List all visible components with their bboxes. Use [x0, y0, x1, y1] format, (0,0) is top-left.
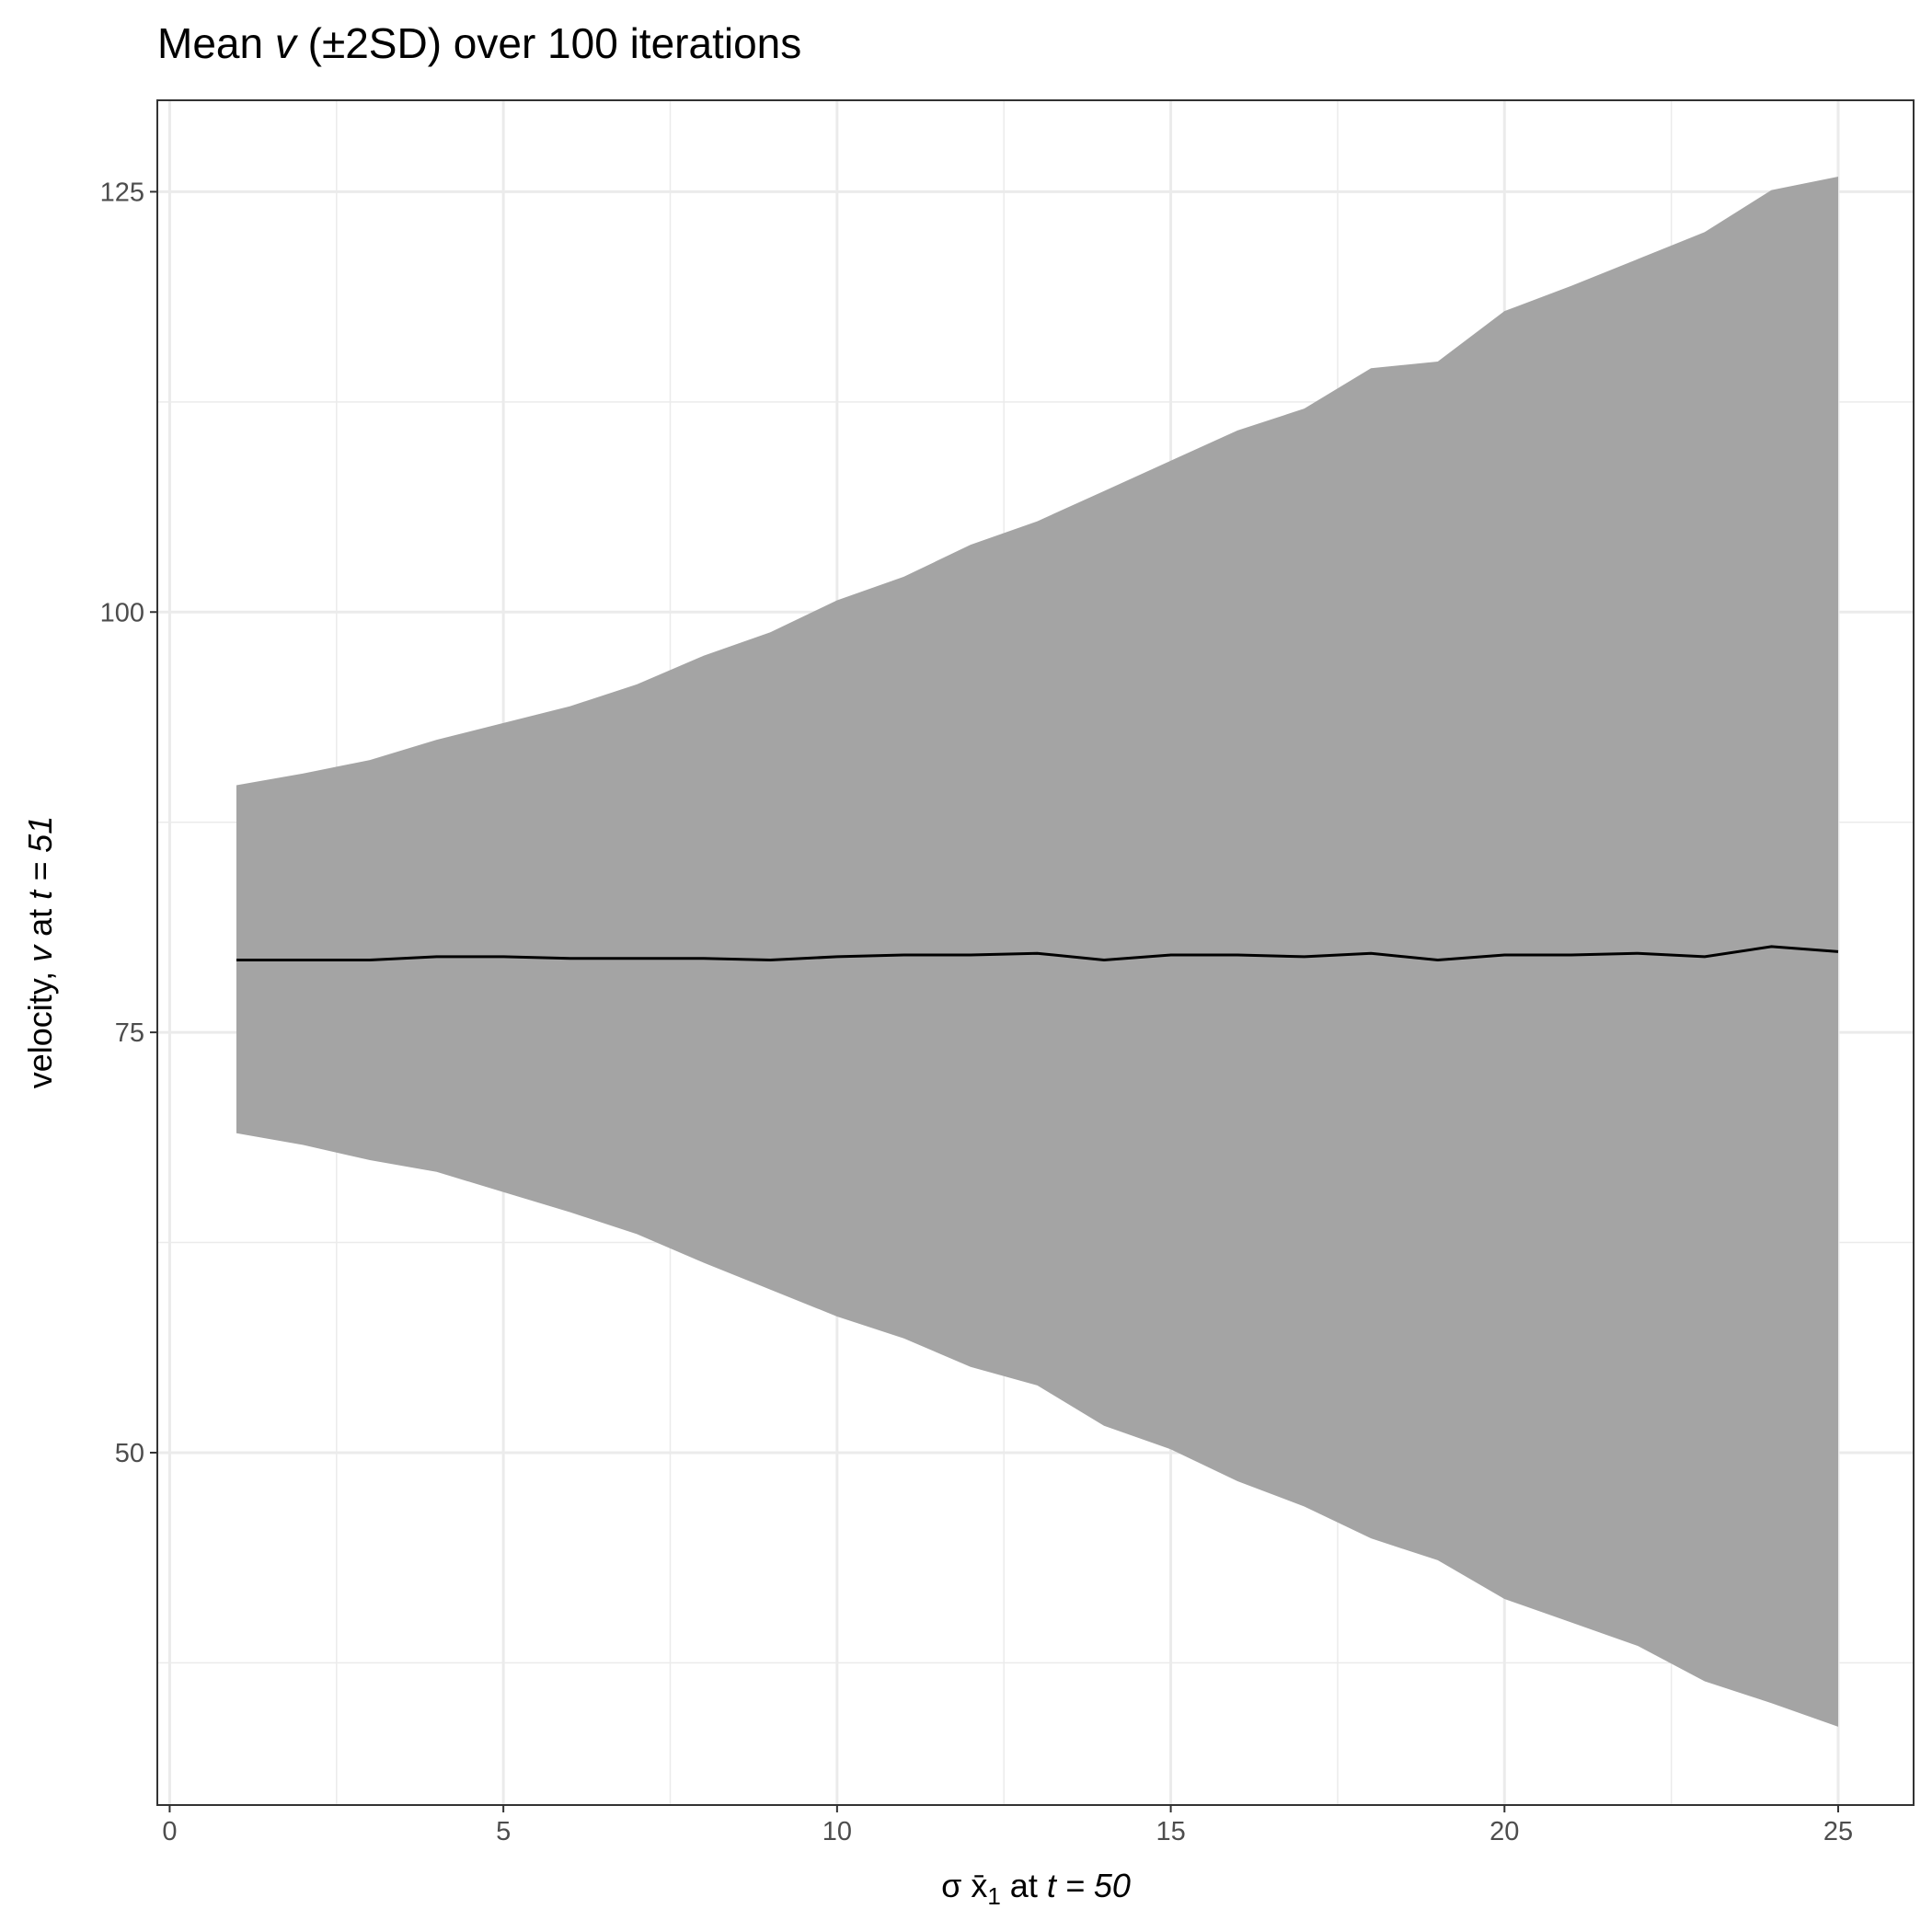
y-tick-label: 125 [100, 178, 144, 207]
y-label-part: at [21, 900, 59, 946]
x-label-part: x̄ [971, 1867, 987, 1904]
x-tick-label: 5 [496, 1817, 511, 1846]
y-tick-label: 50 [115, 1439, 144, 1468]
chart-title: Mean v (±2SD) over 100 iterations [157, 19, 801, 67]
x-axis-title: σ x̄1 at t = 50 [941, 1867, 1131, 1910]
y-label-part: t = 51 [21, 816, 59, 900]
x-tick-label: 10 [822, 1817, 852, 1846]
ribbon [236, 176, 1839, 1727]
x-label-part: 1 [987, 1882, 1000, 1910]
x-tick-label: 25 [1823, 1817, 1853, 1846]
x-label-part: t = 50 [1047, 1867, 1131, 1904]
y-tick-label: 75 [115, 1018, 144, 1048]
y-label-part: v [21, 944, 59, 962]
y-axis-title: velocity, v at t = 51 [21, 816, 59, 1088]
x-label-part: σ [941, 1867, 971, 1904]
x-tick-label: 20 [1489, 1817, 1519, 1846]
title-part: v [275, 19, 299, 67]
x-tick-label: 0 [162, 1817, 177, 1846]
x-tick-label: 15 [1156, 1817, 1185, 1846]
y-label-part: velocity, [21, 962, 59, 1088]
title-part: (±2SD) over 100 iterations [296, 19, 801, 67]
panel-border [156, 99, 1915, 1806]
y-tick-label: 100 [100, 598, 144, 627]
title-part: Mean [157, 19, 275, 67]
mean-line [236, 945, 1839, 962]
x-label-part: at [1001, 1867, 1047, 1904]
